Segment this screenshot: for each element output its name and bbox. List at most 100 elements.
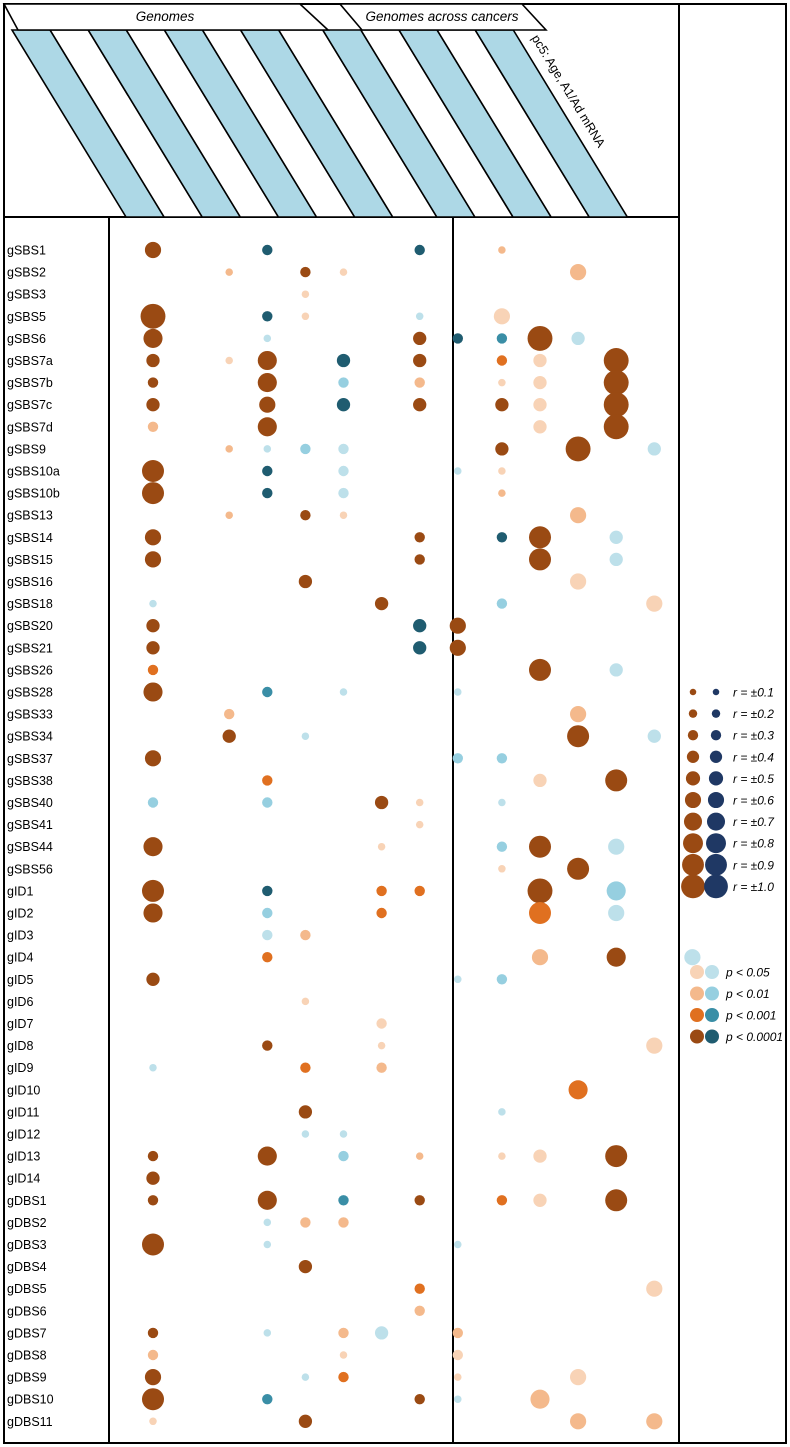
bubble [374, 795, 389, 810]
bubble [298, 1105, 313, 1119]
bubble [300, 510, 311, 521]
legend-p-positive [690, 1029, 704, 1044]
bubble [147, 797, 159, 808]
bubble [149, 599, 157, 608]
bubble [531, 949, 549, 966]
legend-size-positive [682, 853, 704, 876]
bubble [413, 331, 427, 346]
row-label: gDBS2 [7, 1216, 47, 1230]
bubble [259, 396, 276, 413]
bubble [143, 682, 163, 702]
bubble [301, 1130, 310, 1138]
bubble [609, 530, 623, 544]
bubble [147, 1349, 159, 1361]
bubble [262, 465, 273, 477]
row-label: gDBS3 [7, 1238, 47, 1252]
bubble [496, 355, 508, 366]
bubble [570, 706, 587, 723]
bubble [533, 1193, 547, 1207]
bubble [493, 308, 510, 325]
row-label: gSBS7b [7, 376, 53, 390]
bubble [452, 1327, 463, 1339]
bubble [376, 1018, 387, 1029]
bubble [567, 857, 590, 880]
group-label-across-cancers: Genomes across cancers [365, 9, 518, 24]
row-label: gID3 [7, 929, 33, 943]
bubble [142, 879, 164, 902]
bubble [147, 664, 159, 676]
bubble [527, 325, 553, 351]
bubble [300, 1062, 311, 1073]
bubble [609, 663, 623, 677]
bubble [498, 489, 506, 497]
row-label: gSBS5 [7, 310, 46, 324]
bubble [570, 1413, 587, 1430]
legend: r = ±0.1 r = ±0.2 r = ±0.3 r = ±0.4 r = ±0.5… [681, 686, 783, 1044]
bubble [143, 837, 163, 857]
legend-p-negative [705, 986, 719, 1001]
bubble [646, 1037, 663, 1054]
bubble [495, 442, 509, 456]
bubble [529, 902, 551, 924]
bubble [414, 1305, 425, 1317]
bubble [646, 1413, 663, 1430]
bubble [374, 1326, 389, 1340]
bubble [570, 507, 587, 524]
row-label: gSBS34 [7, 730, 53, 744]
bubble [144, 750, 162, 767]
bubble [338, 1195, 349, 1206]
bubble [414, 885, 425, 897]
row-label: gSBS37 [7, 752, 53, 766]
bubble [338, 1327, 349, 1339]
bubble [498, 246, 506, 254]
bubble [262, 311, 273, 322]
row-label: gSBS41 [7, 818, 53, 832]
bubble [147, 1327, 159, 1339]
bubble [529, 548, 551, 571]
row-label: gDBS1 [7, 1194, 47, 1208]
bubble [339, 688, 348, 696]
legend-p-positive [690, 1008, 704, 1022]
bubble [570, 264, 587, 281]
row-label: gSBS2 [7, 266, 46, 280]
bubble [533, 773, 547, 788]
bubble [301, 1373, 310, 1381]
row-label: gSBS6 [7, 332, 46, 346]
bubble [606, 947, 626, 967]
bubble [339, 1130, 348, 1138]
bubble [147, 377, 159, 388]
row-label: gSBS26 [7, 663, 53, 677]
legend-size-negative [709, 750, 723, 763]
bubble [336, 353, 351, 368]
legend-size-label: r = ±1.0 [733, 880, 774, 894]
group-box [338, 3, 548, 31]
bubble [146, 353, 160, 368]
bubble [142, 1388, 164, 1411]
bubble [262, 797, 273, 808]
bubble [605, 1189, 628, 1212]
bubble [376, 907, 387, 919]
bubble [454, 467, 462, 475]
bubble [496, 598, 508, 609]
bubble [413, 641, 427, 655]
bubble [377, 842, 386, 851]
bubble [415, 312, 424, 321]
row-label: gSBS3 [7, 288, 46, 302]
chart-frame [3, 3, 787, 1444]
legend-p-positive [690, 965, 704, 979]
bubble [571, 331, 585, 346]
bubble [498, 865, 506, 873]
bubble [533, 398, 547, 412]
bubble [565, 436, 591, 462]
bubble [449, 639, 466, 656]
legend-size-positive [684, 791, 702, 809]
bubble [452, 753, 463, 764]
bubble [262, 1394, 273, 1405]
bubble [263, 334, 272, 343]
bubble [263, 1240, 272, 1249]
bubble [414, 1195, 425, 1206]
bubble [300, 1217, 311, 1228]
bubble [298, 1414, 313, 1428]
bubble [414, 554, 425, 565]
